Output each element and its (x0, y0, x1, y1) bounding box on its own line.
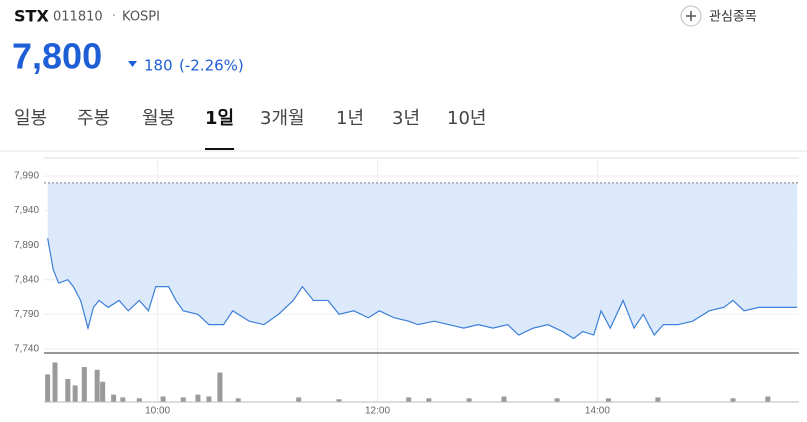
code: 011810 (53, 10, 103, 25)
volume-bar (235, 398, 241, 402)
volume-bar (554, 398, 560, 402)
y-tick-label: 7,790 (14, 309, 39, 320)
market: KOSPI (122, 10, 160, 25)
volume-bar (336, 399, 342, 402)
tab[interactable]: 1일 (205, 108, 234, 129)
y-tick-label: 7,740 (14, 343, 39, 354)
tab[interactable]: 일봉 (14, 108, 47, 129)
price: 7,800 (12, 36, 102, 77)
y-tick-label: 7,940 (14, 205, 39, 216)
volume-bar (65, 379, 71, 402)
volume-bar (605, 398, 611, 402)
tab[interactable]: 3개월 (260, 108, 305, 129)
tab[interactable]: 1년 (336, 108, 364, 129)
volume-bar (136, 398, 142, 402)
y-tick-label: 7,990 (14, 171, 39, 182)
x-tick-label: 12:00 (365, 406, 390, 417)
volume-bar (730, 398, 736, 402)
x-tick-label: 14:00 (585, 406, 610, 417)
volume-bar (120, 397, 126, 402)
tab[interactable]: 3년 (392, 108, 420, 129)
volume-bar (206, 396, 212, 402)
volume-bar (52, 362, 58, 402)
change: 180 (144, 57, 173, 75)
y-tick-label: 7,890 (14, 240, 39, 251)
volume-bar (296, 397, 302, 402)
tab[interactable]: 주봉 (77, 108, 110, 129)
volume-bar (765, 396, 771, 402)
volume-bar (180, 397, 186, 402)
tab[interactable]: 월봉 (142, 108, 175, 129)
tab[interactable]: 10년 (447, 108, 486, 129)
volume-bar (466, 398, 472, 402)
volume-bar (426, 398, 432, 402)
change-pct: (-2.26%) (179, 57, 244, 75)
watch-button[interactable]: 관심종목 (680, 5, 757, 27)
chart: 7,740 7,790 7,840 7,890 7,940 7,990 10:00 12:00… (14, 157, 799, 417)
x-tick-label: 10:00 (145, 406, 170, 417)
volume-bar (501, 396, 507, 402)
volume-bar (45, 374, 51, 402)
volume-bar (100, 381, 106, 402)
volume-bar (655, 397, 661, 402)
volume-bar (81, 367, 87, 402)
volume-bar (217, 372, 223, 402)
area (47, 182, 798, 339)
volume-bar (72, 385, 78, 402)
ticker: STX (14, 7, 49, 26)
separator: · (112, 9, 116, 23)
price-line (47, 238, 798, 340)
y-tick-label: 7,840 (14, 274, 39, 285)
volume-bar (94, 369, 100, 402)
watch-label[interactable]: 관심종목 (709, 10, 757, 25)
volume-bar (195, 394, 201, 402)
watch-icon[interactable] (680, 5, 702, 27)
plus[interactable] (686, 11, 696, 21)
volume-bar (406, 397, 412, 402)
tabs: 일봉 주봉 월봉 1일 3개월 1년 3년 10년 (14, 108, 486, 150)
down-arrow (128, 61, 137, 67)
volume-bar (160, 396, 166, 402)
volume-bar (111, 394, 117, 402)
